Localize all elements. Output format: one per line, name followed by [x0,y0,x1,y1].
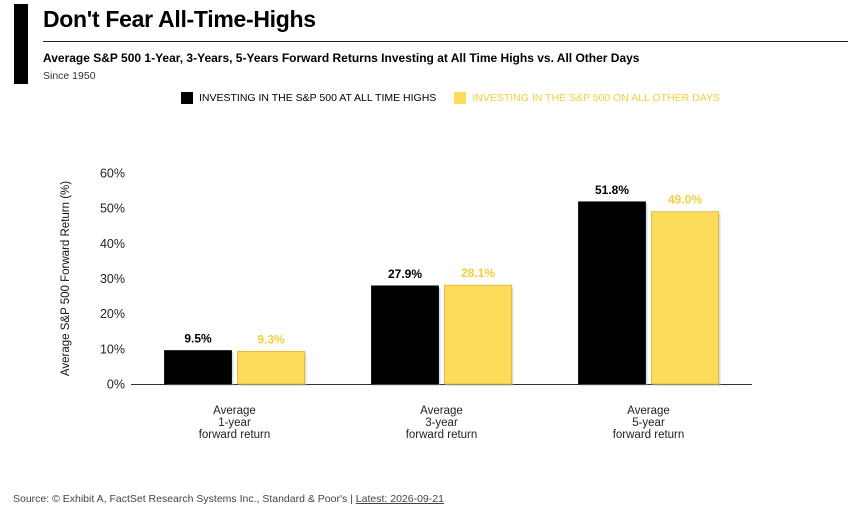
x-tick-label: Average [420,405,463,417]
legend-label-ath: INVESTING IN THE S&P 500 AT ALL TIME HIG… [199,92,437,104]
y-tick-label: 30% [100,272,125,286]
y-tick-label: 0% [107,378,125,392]
x-tick-label: forward return [406,429,478,441]
title-divider [43,41,848,42]
y-tick-label: 50% [100,202,125,216]
x-tick-label: 3-year [425,417,458,429]
data-label: 28.1% [461,266,495,280]
x-tick-label: forward return [613,429,685,441]
source-text: Source: © Exhibit A, FactSet Research Sy… [13,493,356,505]
bar-ath [164,350,232,385]
latest-date-link[interactable]: Latest: 2026-09-21 [355,493,444,505]
y-axis-label: Average S&P 500 Forward Return (%) [60,181,72,376]
y-tick-label: 20% [100,307,125,321]
legend-swatch-ath [181,92,193,104]
bar-ath [371,285,439,385]
x-tick-label: Average [213,405,256,417]
y-tick-label: 10% [100,342,125,356]
legend-swatch-other [454,92,467,104]
bar-other [444,284,512,385]
bar-ath [578,201,646,385]
data-label: 27.9% [388,267,422,281]
bar-other [237,350,305,385]
legend-label-other: INVESTING IN THE S&P 500 ON ALL OTHER DA… [472,92,720,104]
bar-chart: Average S&P 500 Forward Return (%) 0% 10% 2… [60,167,752,441]
since-note: Since 1950 [43,70,96,82]
bar-other [651,211,719,385]
y-tick-label: 60% [100,167,125,181]
data-label: 51.8% [595,183,629,197]
chart-title: Don't Fear All-Time-Highs [43,6,316,32]
legend-item-other: INVESTING IN THE S&P 500 ON ALL OTHER DA… [454,92,720,104]
data-label: 9.3% [257,332,285,346]
x-tick-label: 1-year [218,417,251,429]
data-label: 9.5% [184,332,212,346]
legend: INVESTING IN THE S&P 500 AT ALL TIME HIG… [181,92,720,104]
data-label: 49.0% [668,193,702,207]
source-footer: Source: © Exhibit A, FactSet Research Sy… [13,493,444,505]
x-tick-label: 5-year [632,417,665,429]
accent-bar [14,4,28,84]
y-tick-label: 40% [100,237,125,251]
x-tick-label: Average [627,405,670,417]
legend-item-ath: INVESTING IN THE S&P 500 AT ALL TIME HIG… [181,92,436,104]
x-tick-label: forward return [199,429,271,441]
chart-subtitle: Average S&P 500 1-Year, 3-Years, 5-Years… [43,51,640,65]
